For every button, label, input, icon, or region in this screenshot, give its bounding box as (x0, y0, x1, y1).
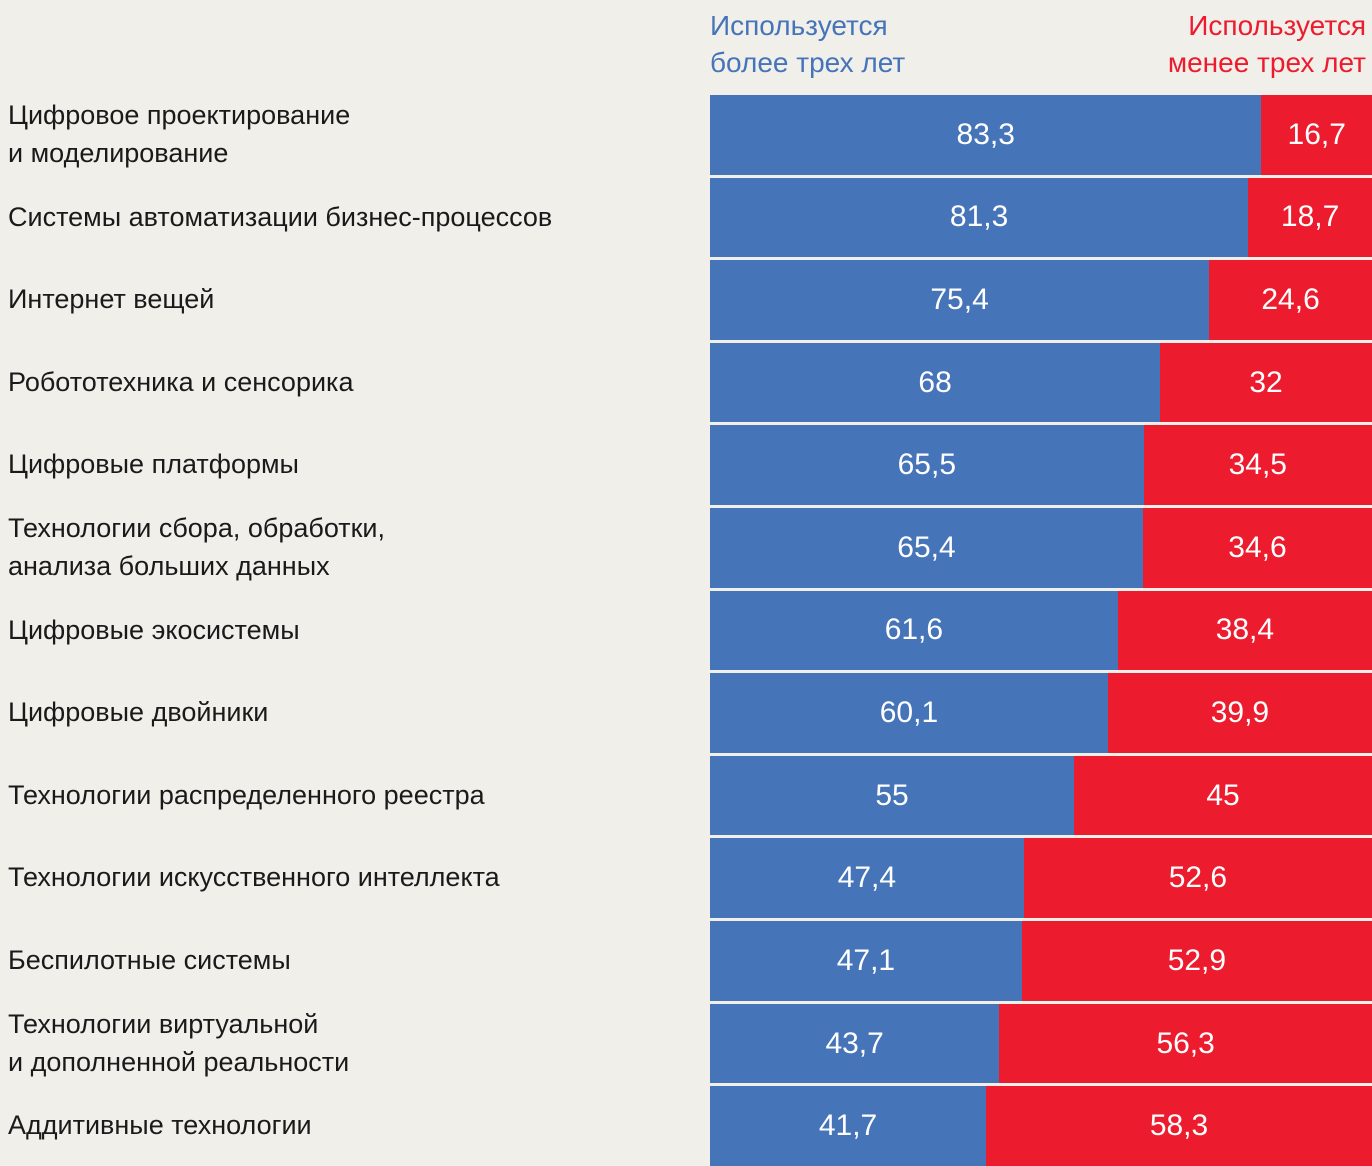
value-label: 65,5 (897, 448, 956, 482)
chart-row: Технологии виртуальной и дополненной реа… (0, 1003, 1372, 1084)
stacked-bar: 65,4 34,6 (710, 508, 1372, 588)
stacked-bar: 55 45 (710, 755, 1372, 836)
bar-segment-less-three-years: 34,5 (1143, 425, 1372, 506)
chart-row: Технологии искусственного интеллекта 47,4… (0, 838, 1372, 919)
chart-row: Технологии сбора, обработки, анализа бол… (0, 508, 1372, 588)
stacked-bar: 81,3 18,7 (710, 177, 1372, 258)
bar-segment-less-three-years: 24,6 (1209, 260, 1372, 340)
chart-rows: Цифровое проектирование и моделирование 8… (0, 95, 1372, 1166)
value-label: 65,4 (897, 530, 956, 564)
bar-segment-more-three-years: 68 (710, 342, 1161, 423)
chart-row: Цифровые двойники 60,1 39,9 (0, 673, 1372, 753)
value-label: 81,3 (949, 200, 1009, 234)
bar-segment-more-three-years: 65,5 (710, 425, 1144, 506)
chart-row: Интернет вещей 75,4 24,6 (0, 260, 1372, 340)
value-label: 39,9 (1210, 696, 1270, 730)
stacked-bar: 47,4 52,6 (710, 838, 1372, 919)
value-label: 55 (875, 778, 909, 812)
chart-row: Системы автоматизации бизнес-процессов 81… (0, 177, 1372, 258)
bar-segment-less-three-years: 38,4 (1117, 590, 1372, 671)
value-label: 60,1 (879, 696, 939, 730)
value-label: 24,6 (1261, 283, 1320, 317)
category-label: Технологии виртуальной и дополненной реа… (8, 1008, 350, 1077)
stacked-bar: 43,7 56,3 (710, 1003, 1372, 1084)
bar-segment-less-three-years: 32 (1160, 342, 1372, 423)
legend-used-less-than-three-years: Используется менее трех лет (1167, 10, 1366, 78)
value-label: 34,5 (1228, 448, 1287, 482)
value-label: 18,7 (1280, 200, 1340, 234)
category-label: Технологии искусственного интеллекта (8, 862, 500, 893)
category-label: Цифровые платформы (8, 449, 299, 480)
value-label: 61,6 (884, 613, 944, 647)
bar-segment-more-three-years: 47,1 (710, 921, 1022, 1001)
bar-segment-more-three-years: 61,6 (710, 590, 1118, 671)
category-label: Беспилотные системы (8, 945, 291, 975)
chart-row: Робототехника и сенсорика 68 32 (0, 342, 1372, 423)
value-label: 75,4 (930, 283, 989, 317)
bar-segment-more-three-years: 83,3 (710, 95, 1262, 175)
bar-segment-less-three-years: 52,6 (1023, 838, 1372, 919)
stacked-bar: 47,1 52,9 (710, 921, 1372, 1001)
bar-segment-more-three-years: 65,4 (710, 508, 1143, 588)
bar-segment-more-three-years: 81,3 (710, 177, 1249, 258)
stacked-bar: 61,6 38,4 (710, 590, 1372, 671)
value-label: 34,6 (1228, 530, 1287, 564)
chart-row: Технологии распределенного реестра 55 45 (0, 755, 1372, 836)
bar-segment-less-three-years: 39,9 (1107, 673, 1372, 753)
bar-segment-more-three-years: 60,1 (710, 673, 1108, 753)
chart-row: Цифровое проектирование и моделирование 8… (0, 95, 1372, 175)
value-label: 38,4 (1215, 613, 1275, 647)
value-label: 47,1 (836, 943, 896, 977)
category-label: Аддитивные технологии (8, 1110, 312, 1141)
value-label: 83,3 (956, 117, 1015, 151)
value-label: 58,3 (1149, 1109, 1209, 1143)
value-label: 68 (918, 365, 952, 399)
stacked-bar: 60,1 39,9 (710, 673, 1372, 753)
bar-segment-more-three-years: 43,7 (710, 1003, 1000, 1084)
value-label: 16,7 (1287, 117, 1346, 151)
category-label: Робототехника и сенсорика (8, 366, 354, 397)
category-label: Цифровые двойники (8, 697, 269, 728)
value-label: 45 (1206, 778, 1240, 812)
stacked-bar: 83,3 16,7 (710, 95, 1372, 175)
stacked-bar: 41,7 58,3 (710, 1086, 1372, 1166)
bar-segment-less-three-years: 16,7 (1261, 95, 1372, 175)
chart-row: Беспилотные системы 47,1 52,9 (0, 921, 1372, 1001)
category-label: Технологии распределенного реестра (8, 779, 485, 810)
value-label: 56,3 (1156, 1026, 1215, 1060)
stacked-bar: 68 32 (710, 342, 1372, 423)
category-label: Интернет вещей (8, 284, 215, 315)
bar-segment-less-three-years: 34,6 (1142, 508, 1372, 588)
bar-segment-more-three-years: 55 (710, 755, 1075, 836)
bar-segment-more-three-years: 41,7 (710, 1086, 987, 1166)
bar-segment-less-three-years: 18,7 (1248, 177, 1372, 258)
bar-segment-less-three-years: 45 (1074, 755, 1372, 836)
stacked-bar: 65,5 34,5 (710, 425, 1372, 506)
value-label: 52,6 (1168, 861, 1228, 895)
chart-row: Аддитивные технологии 41,7 58,3 (0, 1086, 1372, 1166)
bar-segment-more-three-years: 75,4 (710, 260, 1210, 340)
category-label: Цифровые экосистемы (8, 614, 300, 645)
chart-row: Цифровые платформы 65,5 34,5 (0, 425, 1372, 506)
bar-segment-less-three-years: 58,3 (986, 1086, 1372, 1166)
chart-legend: Используется более трех лет Используется… (0, 0, 1372, 95)
chart-row: Цифровые экосистемы 61,6 38,4 (0, 590, 1372, 671)
value-label: 52,9 (1167, 943, 1227, 977)
value-label: 47,4 (837, 861, 897, 895)
stacked-bar: 75,4 24,6 (710, 260, 1372, 340)
bar-segment-less-three-years: 56,3 (999, 1003, 1372, 1084)
bar-segment-more-three-years: 47,4 (710, 838, 1024, 919)
category-label: Технологии сбора, обработки, анализа бол… (8, 513, 385, 581)
legend-used-more-than-three-years: Используется более трех лет (710, 10, 906, 78)
value-label: 41,7 (818, 1109, 878, 1143)
bar-segment-less-three-years: 52,9 (1021, 921, 1372, 1001)
category-label: Системы автоматизации бизнес-процессов (8, 201, 553, 232)
value-label: 32 (1249, 365, 1283, 399)
value-label: 43,7 (825, 1026, 884, 1060)
category-label: Цифровое проектирование и моделирование (8, 100, 351, 168)
